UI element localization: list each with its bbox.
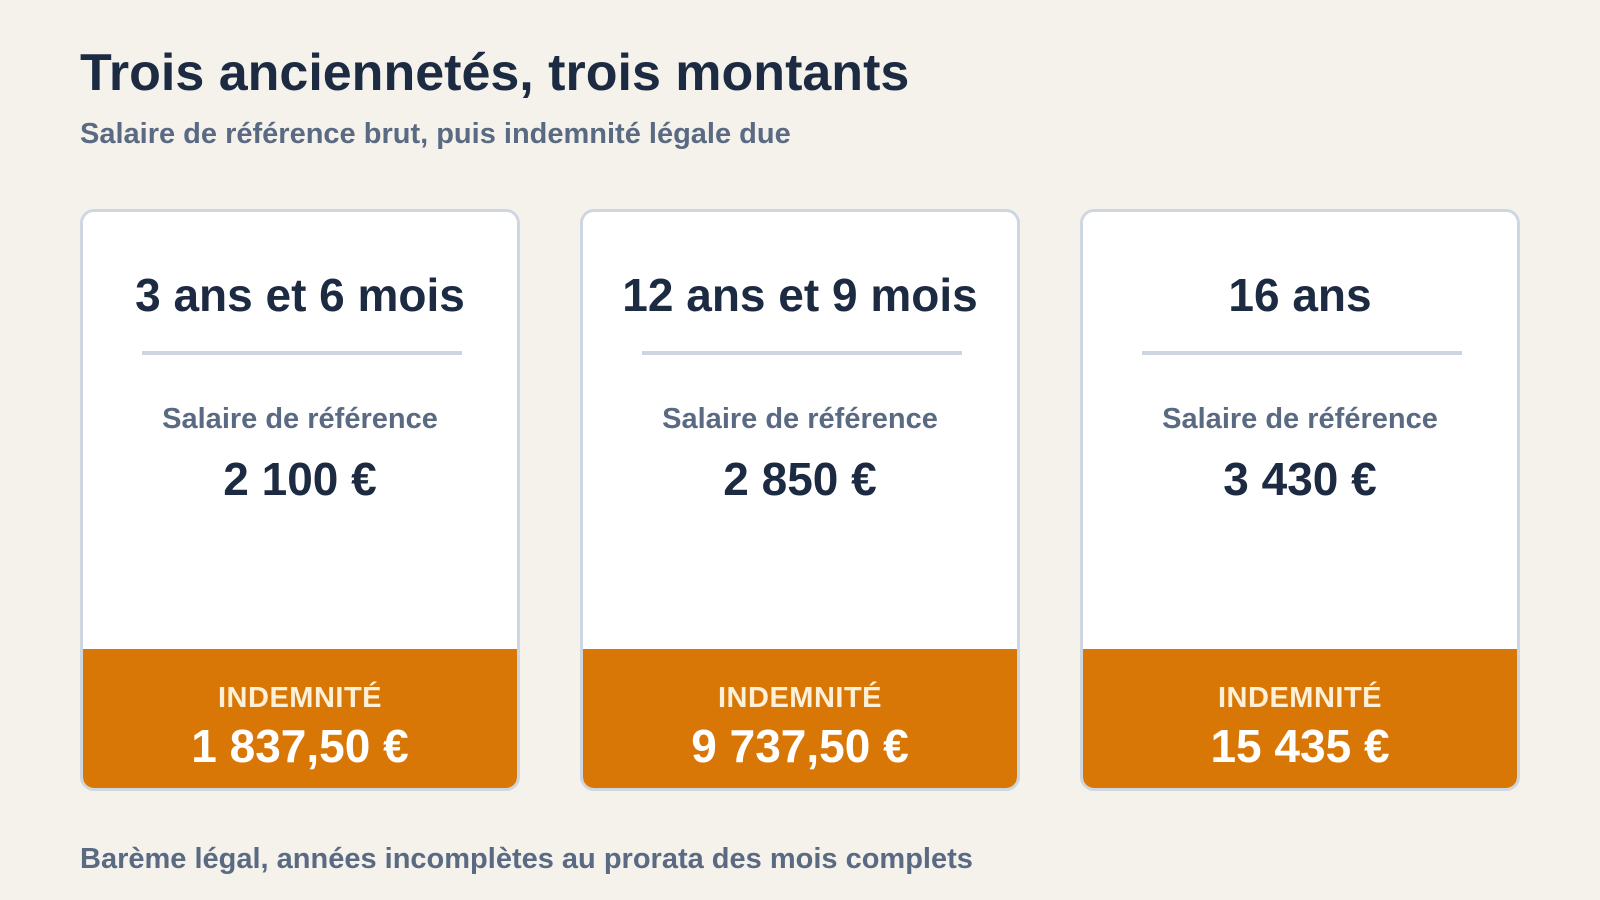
card-duration: 3 ans et 6 mois [135,269,465,321]
indemnity-value: 1 837,50 € [191,720,409,772]
indemnity-value: 9 737,50 € [691,720,909,772]
card-duration: 12 ans et 9 mois [622,269,978,321]
card-seniority-2: 12 ans et 9 mois Salaire de référence 2 … [580,209,1020,791]
cards-container: 3 ans et 6 mois Salaire de référence 2 1… [80,209,1520,791]
indemnity-value: 15 435 € [1210,720,1390,772]
salary-label: Salaire de référence [662,403,938,435]
indemnity-panel: INDEMNITÉ 9 737,50 € [583,649,1017,788]
indemnity-label: INDEMNITÉ [718,682,882,714]
indemnity-label: INDEMNITÉ [218,682,382,714]
card-duration: 16 ans [1228,269,1372,321]
salary-label: Salaire de référence [162,403,438,435]
salary-label: Salaire de référence [1162,403,1438,435]
card-divider [142,351,462,355]
salary-value: 2 100 € [223,453,377,505]
indemnity-panel: INDEMNITÉ 1 837,50 € [83,649,517,788]
card-seniority-1: 3 ans et 6 mois Salaire de référence 2 1… [80,209,520,791]
indemnity-panel: INDEMNITÉ 15 435 € [1083,649,1517,788]
page-title: Trois anciennetés, trois montants [80,44,910,102]
card-seniority-3: 16 ans Salaire de référence 3 430 € INDE… [1080,209,1520,791]
page-subtitle: Salaire de référence brut, puis indemnit… [80,118,791,150]
card-divider [642,351,962,355]
salary-value: 3 430 € [1223,453,1377,505]
card-divider [1142,351,1462,355]
indemnity-label: INDEMNITÉ [1218,682,1382,714]
footnote: Barème légal, années incomplètes au pror… [80,843,973,875]
salary-value: 2 850 € [723,453,877,505]
